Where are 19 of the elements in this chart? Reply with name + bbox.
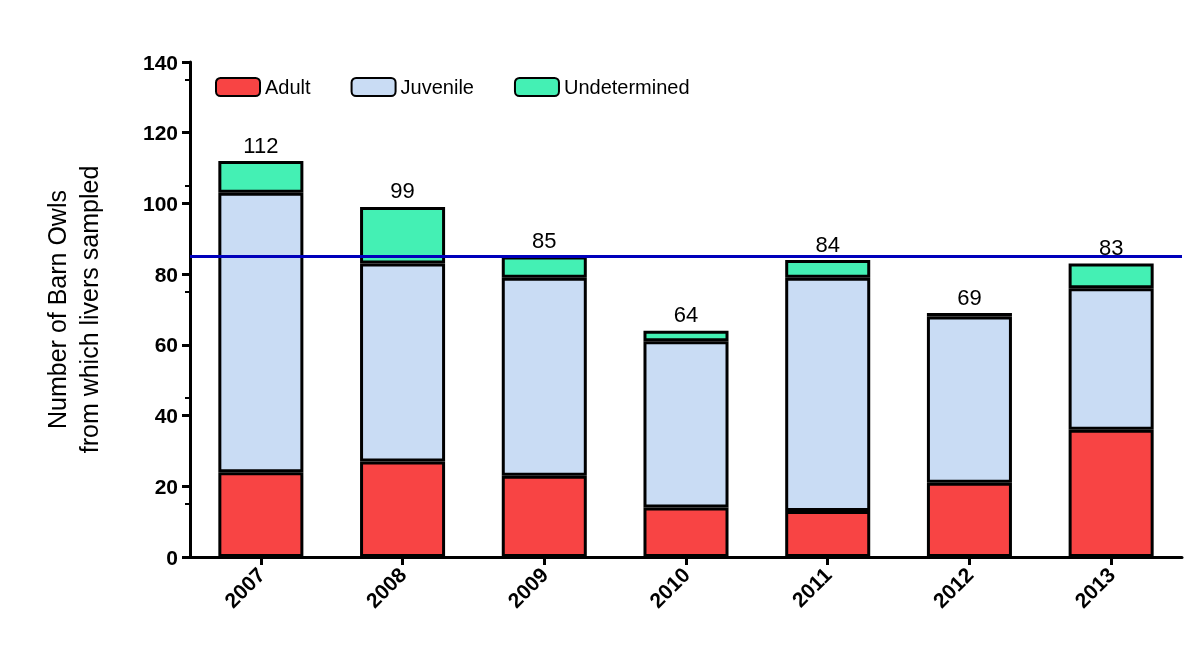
y-tick-label: 100 bbox=[142, 191, 178, 215]
y-tick-label: 0 bbox=[166, 545, 178, 569]
y-tick-label: 60 bbox=[154, 333, 178, 357]
total-label: 69 bbox=[957, 284, 982, 310]
total-label: 112 bbox=[243, 132, 279, 158]
total-label: 64 bbox=[673, 302, 699, 328]
legend-label: Undetermined bbox=[563, 76, 690, 98]
y-axis-title: Number of Barn Owls from which livers sampled bbox=[43, 165, 103, 454]
legend-label: Juvenile bbox=[400, 76, 474, 98]
total-label: 83 bbox=[1098, 235, 1124, 261]
y-tick-label: 40 bbox=[154, 404, 178, 428]
total-label: 99 bbox=[390, 178, 415, 204]
y-tick-label: 20 bbox=[154, 474, 178, 498]
total-label: 85 bbox=[532, 227, 557, 253]
y-tick-label: 80 bbox=[154, 262, 178, 286]
y-tick-label: 140 bbox=[142, 50, 178, 74]
legend-label: Adult bbox=[265, 76, 312, 98]
y-tick-label: 120 bbox=[142, 121, 178, 145]
total-label: 84 bbox=[815, 231, 840, 257]
